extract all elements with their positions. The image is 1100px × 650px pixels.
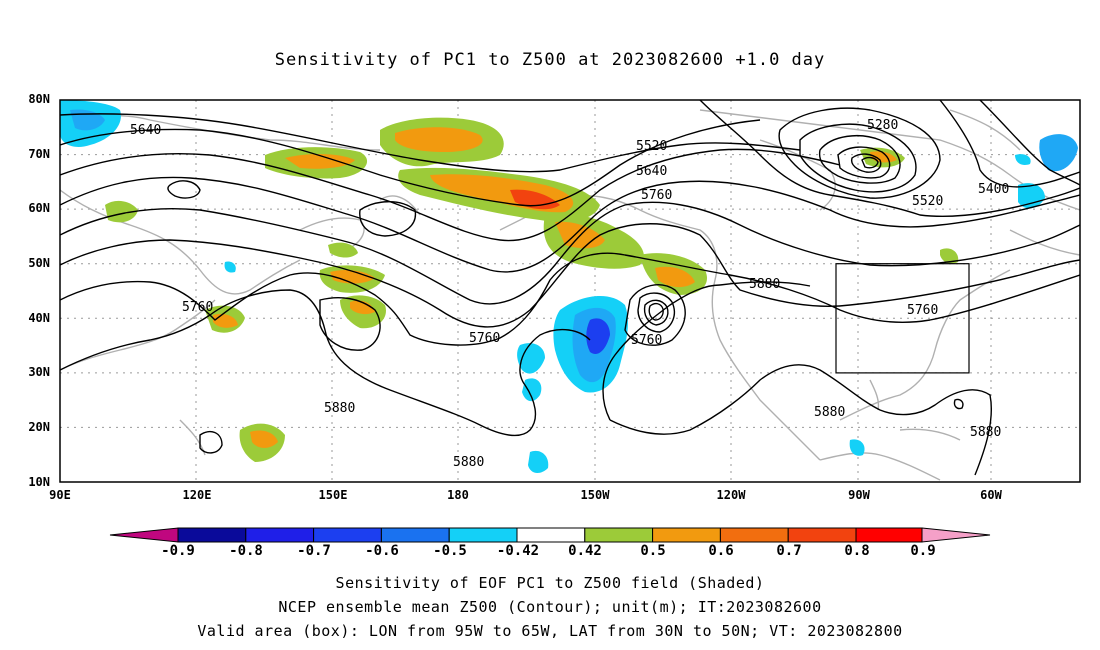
colorbar-arrow-left bbox=[109, 527, 179, 543]
lat-label-60n: 60N bbox=[28, 201, 50, 215]
contour-label-group: 5640 5520 5640 5760 5280 5400 5520 5760 … bbox=[130, 118, 1009, 470]
valid-area-box bbox=[835, 263, 970, 374]
colorbar-bin bbox=[516, 527, 586, 543]
contour-label: 5880 bbox=[453, 455, 484, 470]
colorbar-bin bbox=[584, 527, 654, 543]
z500-contours bbox=[60, 100, 1080, 476]
footer-line-1: Sensitivity of EOF PC1 to Z500 field (Sh… bbox=[335, 574, 765, 592]
colorbar-bin bbox=[787, 527, 857, 543]
lon-label-60w: 60W bbox=[980, 488, 1002, 502]
contour-label: 5880 bbox=[814, 405, 845, 420]
map-frame bbox=[59, 99, 1081, 483]
contour-label: 5520 bbox=[912, 194, 943, 209]
contour-label: 5640 bbox=[636, 164, 667, 179]
colorbar-bin bbox=[245, 527, 315, 543]
contour-label: 5520 bbox=[636, 139, 667, 154]
colorbar-label: -0.8 bbox=[229, 543, 263, 559]
sensitivity-shading bbox=[60, 100, 1078, 474]
lon-label-180: 180 bbox=[447, 488, 469, 502]
colorbar-bin bbox=[177, 527, 247, 543]
colorbar-label: 0.9 bbox=[910, 543, 936, 559]
lat-label-70n: 70N bbox=[28, 147, 50, 161]
contour-label: 5880 bbox=[749, 277, 780, 292]
colorbar-bin bbox=[380, 527, 450, 543]
footer-line-2: NCEP ensemble mean Z500 (Contour); unit(… bbox=[278, 598, 822, 616]
colorbar-label: 0.42 bbox=[568, 543, 602, 559]
colorbar-label: -0.6 bbox=[365, 543, 399, 559]
lon-label-150w: 150W bbox=[580, 488, 610, 502]
grid-lines bbox=[60, 100, 1080, 482]
colorbar-label: -0.42 bbox=[496, 543, 540, 559]
contour-label: 5760 bbox=[469, 331, 500, 346]
colorbar-label: 0.7 bbox=[776, 543, 802, 559]
lat-label-10n: 10N bbox=[28, 475, 50, 489]
lon-label-120w: 120W bbox=[716, 488, 746, 502]
lat-label-30n: 30N bbox=[28, 365, 50, 379]
lon-label-120e: 120E bbox=[182, 488, 212, 502]
contour-label: 5400 bbox=[978, 182, 1009, 197]
contour-label: 5760 bbox=[907, 303, 938, 318]
lat-label-40n: 40N bbox=[28, 311, 50, 325]
footer-line-3: Valid area (box): LON from 95W to 65W, L… bbox=[197, 622, 903, 640]
colorbar-label: 0.5 bbox=[640, 543, 666, 559]
colorbar bbox=[109, 527, 991, 543]
colorbar-label: -0.7 bbox=[297, 543, 331, 559]
lon-label-90w: 90W bbox=[848, 488, 870, 502]
lon-label-150e: 150E bbox=[318, 488, 348, 502]
colorbar-label: -0.5 bbox=[433, 543, 467, 559]
lat-label-20n: 20N bbox=[28, 420, 50, 434]
contour-label: 5280 bbox=[867, 118, 898, 133]
contour-label: 5880 bbox=[324, 401, 355, 416]
colorbar-bin bbox=[313, 527, 382, 543]
contour-label: 5880 bbox=[970, 425, 1001, 440]
contour-label: 5640 bbox=[130, 123, 161, 138]
colorbar-label: 0.6 bbox=[708, 543, 734, 559]
colorbar-label: -0.9 bbox=[161, 543, 195, 559]
colorbar-bin bbox=[652, 527, 721, 543]
lat-label-50n: 50N bbox=[28, 256, 50, 270]
colorbar-bin bbox=[719, 527, 789, 543]
contour-label: 5760 bbox=[182, 300, 213, 315]
colorbar-bin bbox=[855, 527, 923, 543]
contour-label: 5760 bbox=[631, 333, 662, 348]
lat-label-80n: 80N bbox=[28, 92, 50, 106]
colorbar-arrow-right bbox=[921, 527, 991, 543]
colorbar-bin bbox=[448, 527, 518, 543]
colorbar-label: 0.8 bbox=[844, 543, 870, 559]
contour-label: 5760 bbox=[641, 188, 672, 203]
figure-title: Sensitivity of PC1 to Z500 at 2023082600… bbox=[274, 50, 826, 70]
lon-label-90e: 90E bbox=[49, 488, 71, 502]
